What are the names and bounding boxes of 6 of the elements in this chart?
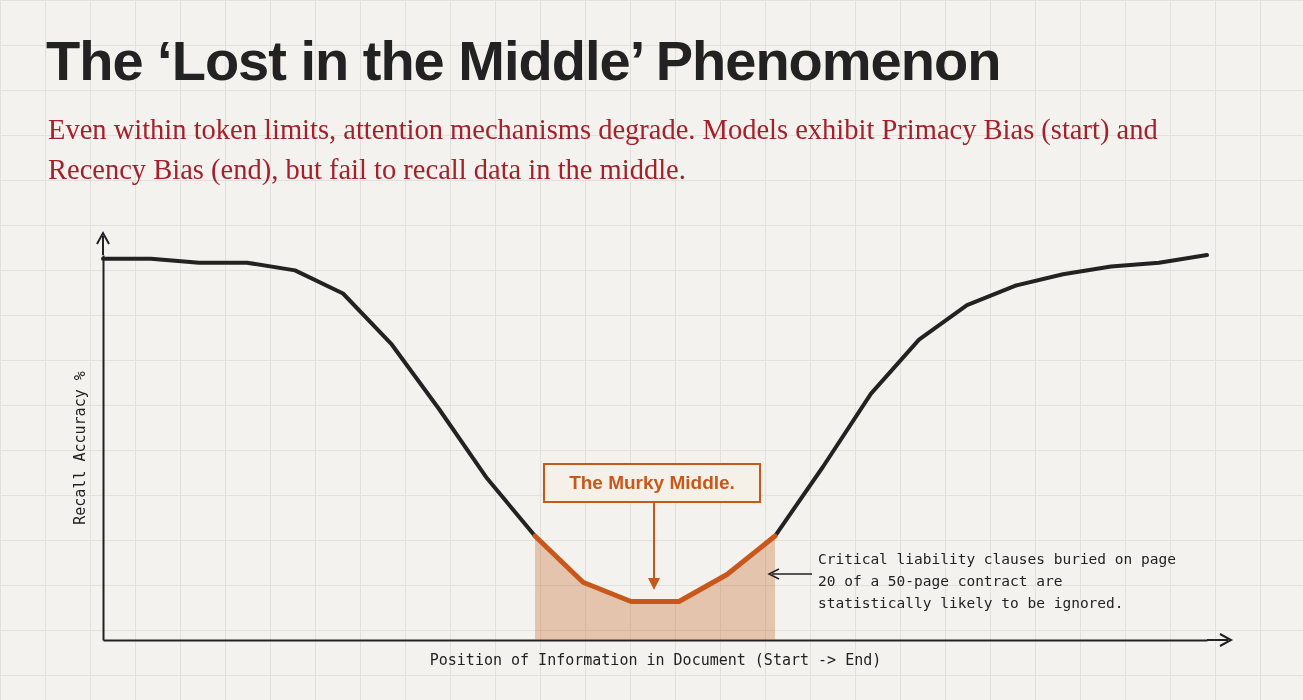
annotation: Critical liability clauses buried on page 20 of a 50-page contract are statistically likely to be ignored. xyxy=(818,550,1177,613)
y-axis-title: Recall Accuracy % xyxy=(70,371,89,525)
chart-subtitle: Even within token limits, attention mechanisms degrade. Models exhibit Primacy Bias (start) and Recency Bias (end), but fail to recall data in the middle. xyxy=(48,113,1159,187)
annotation: The Murky Middle. xyxy=(543,463,761,503)
x-axis-title: Position of Information in Document (Start -> End) xyxy=(429,650,882,669)
chart-title: The ‘Lost in the Middle’ Phenomenon xyxy=(46,28,1001,93)
